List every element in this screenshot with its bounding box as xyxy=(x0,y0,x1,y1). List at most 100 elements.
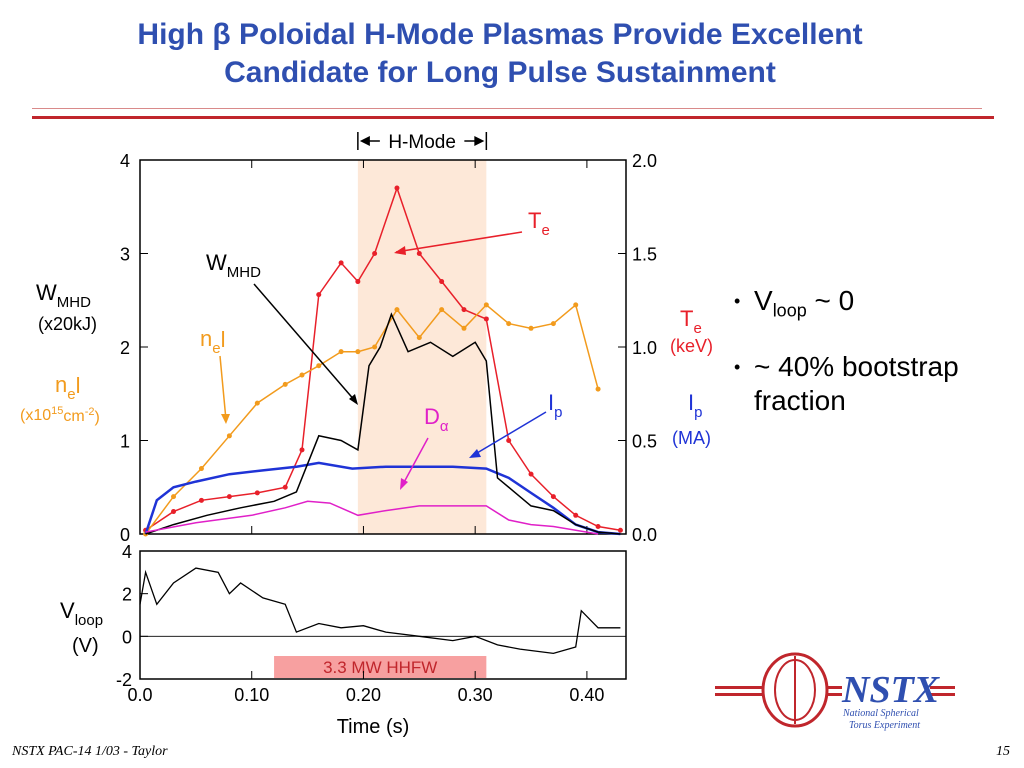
bottom-y-tick-label: -2 xyxy=(116,670,132,690)
title-rule-thin xyxy=(32,108,982,109)
left-tick-label: 3 xyxy=(120,245,130,265)
te-axis-label-part: e xyxy=(693,320,701,337)
ne-axis-label-part: l xyxy=(76,373,81,398)
left-tick-label: 1 xyxy=(120,432,130,452)
point-te xyxy=(299,447,305,453)
ne-arrowhead-icon xyxy=(221,414,230,424)
point-te xyxy=(439,279,445,285)
te-annotation-arrow xyxy=(395,231,523,253)
left-tick-label: 4 xyxy=(120,151,130,171)
right-tick-label: 2.0 xyxy=(632,151,657,171)
ne-annotation-part: n xyxy=(200,326,212,351)
point-nel xyxy=(550,321,556,327)
point-te xyxy=(394,185,400,191)
hhfw-label: 3.3 MW HHFW xyxy=(323,658,437,677)
point-te xyxy=(282,484,288,490)
point-te xyxy=(254,490,260,496)
point-te xyxy=(461,307,467,313)
nstx-logo: NSTX National Spherical Torus Experiment xyxy=(715,652,955,731)
dalpha-annotation-part: α xyxy=(440,418,449,435)
ip-axis-label-part: I xyxy=(688,390,694,415)
x-tick-label: 0.20 xyxy=(346,685,381,705)
series-vloop xyxy=(139,567,621,655)
bottom-y-tick-label: 0 xyxy=(122,627,132,647)
bullet-dot-icon: • xyxy=(734,356,741,377)
wmhd-axis-label-part: MHD xyxy=(57,294,91,311)
wmhd-axis-label: WMHD xyxy=(36,280,91,311)
wmhd-annotation-part: MHD xyxy=(227,264,261,281)
series-wmhd xyxy=(145,312,621,535)
bottom-panel-frame xyxy=(139,550,627,680)
point-nel xyxy=(355,349,361,355)
point-te xyxy=(198,497,204,503)
te-axis-label-part: T xyxy=(680,306,693,331)
point-te xyxy=(316,292,322,298)
ip-annotation-part: p xyxy=(554,404,562,421)
te-annotation-part: T xyxy=(528,208,541,233)
bottom-panel: 3.3 MW HHFW -2 0 2 4 0.0 0.10 0.20 0.30 0.40 Time … xyxy=(60,542,627,738)
te-annotation: Te xyxy=(528,208,550,239)
bullet-vloop: • Vloop ~ 0 xyxy=(732,284,1022,328)
footer-left: NSTX PAC-14 1/03 - Taylor xyxy=(12,744,168,759)
point-te xyxy=(416,251,422,256)
point-te xyxy=(483,316,489,322)
point-nel xyxy=(254,400,260,406)
te-annotation-part: e xyxy=(541,222,549,239)
ne-axis-unit-part: ) xyxy=(94,409,99,426)
series-dalpha xyxy=(145,500,599,535)
ne-annotation: nel xyxy=(200,326,225,357)
left-tick-label: 2 xyxy=(120,338,130,358)
ne-annotation-arrow xyxy=(219,355,227,421)
x-tick-label: 0.40 xyxy=(569,685,604,705)
title-line-1: High β Poloidal H-Mode Plasmas Provide E… xyxy=(137,18,863,51)
point-nel xyxy=(439,307,445,313)
ip-arrowhead-icon xyxy=(469,449,481,458)
point-nel xyxy=(528,325,534,331)
point-te xyxy=(595,524,601,530)
point-nel xyxy=(198,466,204,472)
bullet-list: • Vloop ~ 0 • ~ 40% bootstrap fraction xyxy=(732,284,1022,440)
point-te xyxy=(506,438,512,443)
title-rule-thick xyxy=(32,116,994,119)
plasma-chart: H-Mode012340.00.51.01.52.0WMHD(x20kJ)nel… xyxy=(20,132,713,738)
top-panel: H-Mode012340.00.51.01.52.0WMHD(x20kJ)nel… xyxy=(20,132,713,545)
x-tick-label: 0.0 xyxy=(127,685,152,705)
point-nel xyxy=(595,386,601,392)
vloop-axis-label: Vloop xyxy=(60,598,103,629)
te-axis-unit: (keV) xyxy=(670,336,713,356)
vloop-axis-label-part: V xyxy=(60,598,75,623)
wmhd-axis-label-part: W xyxy=(36,280,57,305)
ne-axis-label: nel xyxy=(55,372,80,403)
vloop-axis-label-part: loop xyxy=(75,612,103,629)
slide-title: High β Poloidal H-Mode Plasmas Provide E… xyxy=(40,16,960,92)
point-nel xyxy=(316,363,322,369)
point-te xyxy=(226,494,232,500)
ip-axis-unit: (MA) xyxy=(672,428,711,448)
point-nel xyxy=(394,307,400,313)
bullet-dot-icon: • xyxy=(734,291,741,311)
hmode-band xyxy=(357,160,487,534)
wmhd-annotation: WMHD xyxy=(206,250,261,281)
ne-axis-unit-part: cm xyxy=(63,408,84,425)
point-nel xyxy=(573,302,579,308)
ne-axis-unit-part: (x10 xyxy=(20,407,51,424)
point-te xyxy=(550,494,556,500)
bullet-bootstrap-text: ~ 40% bootstrap fraction xyxy=(754,350,959,416)
ne-axis-unit-part: 15 xyxy=(51,405,63,417)
point-te xyxy=(338,260,344,266)
vloop-axis-unit: (V) xyxy=(72,635,99,657)
point-nel xyxy=(506,321,512,327)
bullet-vloop-sub: loop xyxy=(772,300,807,321)
ne-axis-unit: (x1015cm-2) xyxy=(20,405,100,426)
point-te xyxy=(528,471,534,477)
point-nel xyxy=(416,335,422,341)
point-nel xyxy=(461,325,467,331)
point-te xyxy=(617,527,623,533)
point-nel xyxy=(372,344,378,350)
point-te xyxy=(355,279,361,285)
title-line-2: Candidate for Long Pulse Sustainment xyxy=(224,56,776,89)
point-nel xyxy=(282,381,288,387)
hmode-arrow-right-icon xyxy=(474,136,485,146)
right-tick-label: 1.0 xyxy=(632,338,657,358)
ne-annotation-part: l xyxy=(221,327,226,352)
